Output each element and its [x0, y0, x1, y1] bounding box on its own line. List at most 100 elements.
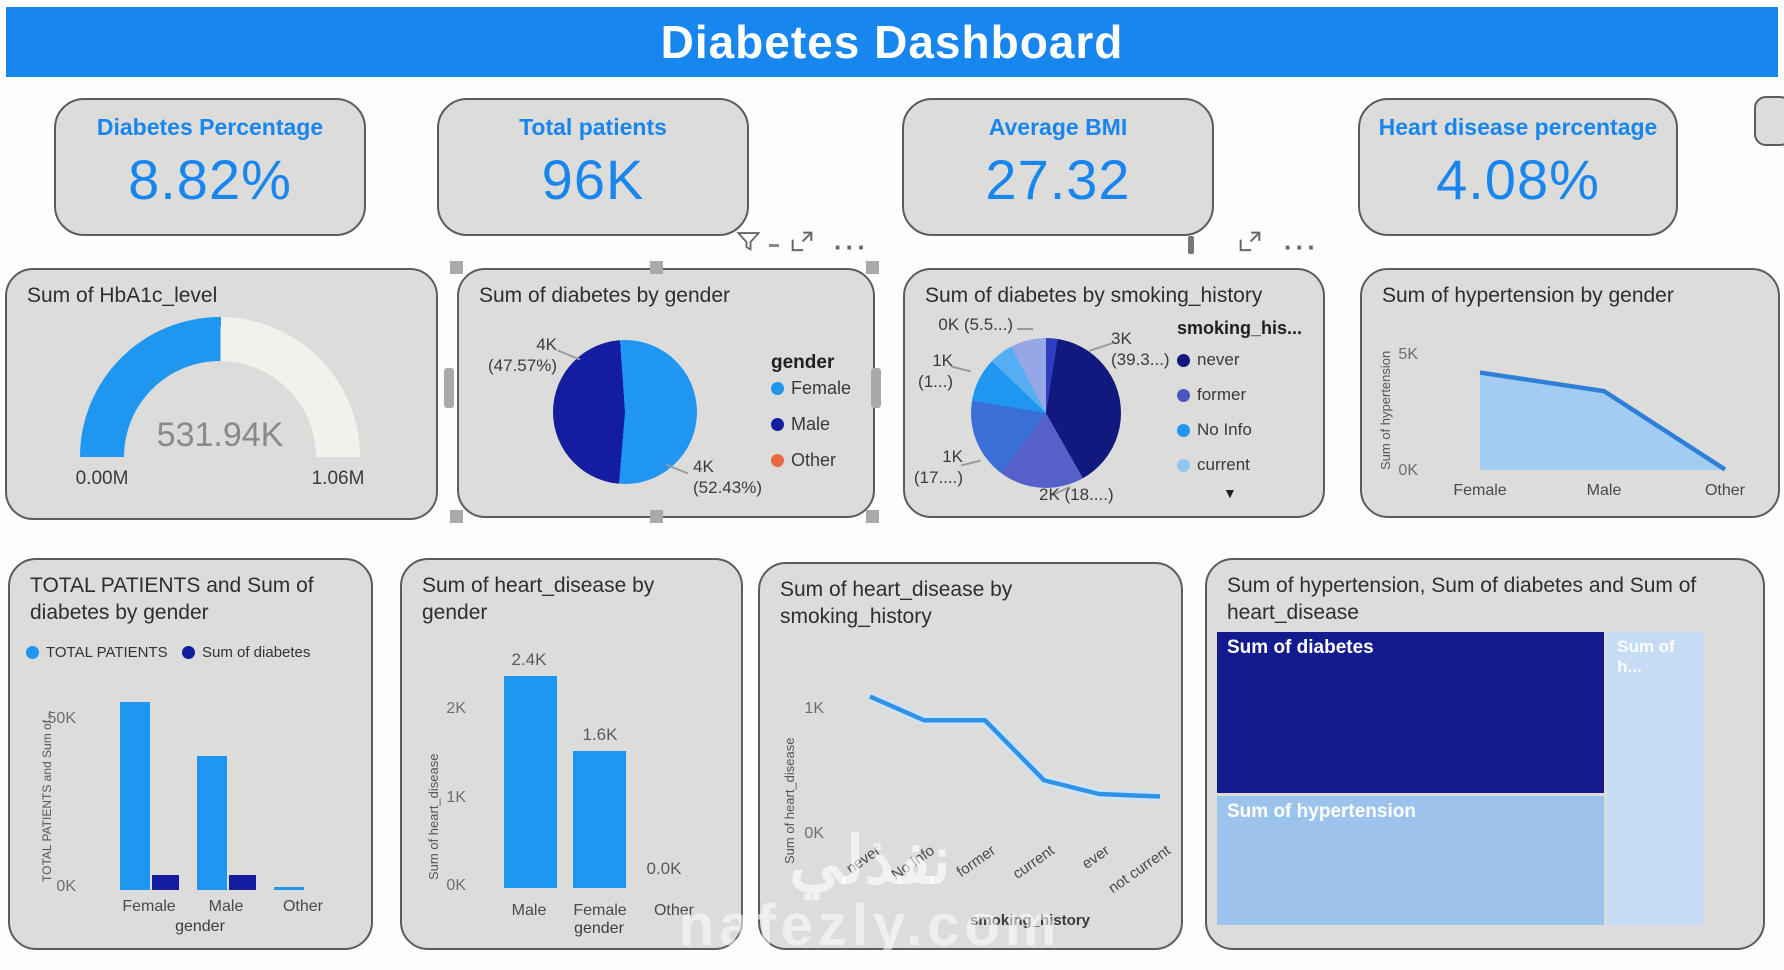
legend-dot: [771, 454, 784, 467]
focus-mode-icon[interactable]: [788, 228, 816, 261]
treemap-plot[interactable]: Sum of diabetes Sum of hypertension Sum of…: [1217, 632, 1704, 925]
more-options-icon[interactable]: ···: [834, 232, 869, 262]
kpi-card-diabetes-percentage[interactable]: Diabetes Percentage 8.82%: [54, 98, 366, 236]
legend-item-never[interactable]: never: [1177, 350, 1240, 370]
callout-line: 1K: [932, 351, 953, 370]
callout-connector: [961, 459, 981, 467]
bar-Other-total[interactable]: [274, 887, 304, 890]
more-options-icon[interactable]: ···: [1284, 232, 1319, 262]
treemap-block-Sum of hypertension[interactable]: Sum of hypertension: [1217, 796, 1605, 925]
y-tick-label: 0K: [446, 877, 466, 894]
legend-label: current: [1197, 455, 1250, 474]
visual-bar-total-diabetes-gender[interactable]: TOTAL PATIENTS and Sum of diabetes by ge…: [8, 558, 373, 950]
visual-bar-heart-gender[interactable]: Sum of heart_disease by gender Sum of he…: [400, 558, 743, 950]
legend-item-TOTAL PATIENTS[interactable]: TOTAL PATIENTS: [26, 644, 168, 661]
visual-pie-diabetes-gender[interactable]: Sum of diabetes by gender 4K (47.57%) 4K (5…: [457, 268, 875, 518]
x-axis-title: smoking_history: [969, 912, 1091, 929]
legend-item-former[interactable]: former: [1177, 385, 1246, 405]
legend-item-Sum of diabetes[interactable]: Sum of diabetes: [182, 644, 310, 661]
legend-dot: [771, 418, 784, 431]
visual-title: Sum of hypertension, Sum of diabetes and…: [1227, 574, 1697, 625]
bar-Female-diabetes[interactable]: [152, 874, 179, 890]
y-tick-label: 0K: [804, 825, 824, 842]
legend-dot: [182, 646, 195, 659]
treemap-column: Sum of diabetes Sum of hypertension: [1217, 632, 1605, 925]
filter-icon[interactable]: [735, 228, 762, 260]
selection-handle[interactable]: [871, 368, 881, 408]
visual-title: Sum of HbA1c_level: [27, 284, 218, 307]
callout-line: 3K: [1111, 329, 1132, 348]
x-category-label: Male: [208, 898, 244, 915]
pie-diabetes-smoking[interactable]: [971, 338, 1121, 488]
kpi-label: Total patients: [519, 114, 667, 140]
callout-line: (39.3...): [1111, 350, 1170, 370]
treemap-block-Sum of h...[interactable]: Sum of h...: [1607, 632, 1704, 925]
legend-item-Male[interactable]: Male: [771, 414, 830, 435]
y-tick-label: 1K: [804, 700, 824, 717]
selection-handle[interactable]: [650, 261, 663, 274]
visual-title: TOTAL PATIENTS and Sum of diabetes by ge…: [30, 574, 314, 625]
visual-treemap-summary[interactable]: Sum of hypertension, Sum of diabetes and…: [1205, 558, 1765, 950]
kpi-label: Heart disease percentage: [1378, 114, 1658, 140]
bar-Female-total[interactable]: [120, 701, 150, 890]
kpi-value: 8.82%: [128, 148, 292, 211]
legend-dot: [1177, 423, 1190, 437]
visual-title: Sum of heart_disease by gender: [422, 574, 655, 625]
visual-title: Sum of diabetes by smoking_history: [925, 284, 1263, 307]
pie-callout: 4K (52.43%): [693, 456, 793, 499]
pin-icon[interactable]: [1188, 236, 1194, 254]
x-category-label: Female: [1453, 482, 1507, 499]
visual-pie-diabetes-smoking[interactable]: Sum of diabetes by smoking_history 0K (5…: [903, 268, 1325, 518]
visual-line-heart-smoking[interactable]: Sum of heart_disease by smoking_history …: [758, 562, 1183, 950]
visual-gauge-hba1c[interactable]: Sum of HbA1c_level 531.94K 0.00M 1.06M: [5, 268, 438, 520]
bar-Female[interactable]: [573, 750, 626, 888]
visual-area-hypertension-gender[interactable]: Sum of hypertension by gender Sum of hyp…: [1360, 268, 1780, 518]
selection-handle[interactable]: [450, 261, 463, 274]
bar-data-label: 0.0K: [646, 859, 682, 878]
x-category-label: Other: [282, 898, 323, 915]
selection-handle[interactable]: [866, 261, 879, 274]
kpi-card-total-patients[interactable]: Total patients 96K: [437, 98, 749, 236]
kpi-value: 96K: [541, 148, 645, 211]
pie-callout: 1K (17....): [911, 446, 963, 489]
x-category-label: Male: [1586, 482, 1622, 499]
dashboard-title: Diabetes Dashboard: [660, 16, 1124, 68]
legend-dot: [771, 382, 784, 395]
legend-item-Female[interactable]: Female: [771, 378, 851, 399]
callout-line: (1...): [918, 372, 953, 392]
legend-item-Other[interactable]: Other: [771, 450, 836, 471]
pie-callout: 4K (47.57%): [465, 334, 557, 377]
visual-title: Sum of diabetes by gender: [479, 284, 730, 307]
y-tick-label: 0K: [56, 878, 76, 895]
y-axis-title: Sum of heart_disease: [426, 753, 441, 880]
kpi-card-heart-disease-percentage[interactable]: Heart disease percentage 4.08%: [1358, 98, 1678, 236]
bar-Male-diabetes[interactable]: [229, 874, 256, 890]
x-category-label: Male: [511, 902, 547, 919]
legend-label: TOTAL PATIENTS: [46, 644, 168, 661]
legend-label: former: [1197, 385, 1247, 404]
y-axis-title: TOTAL PATIENTS and Sum of...: [40, 709, 54, 882]
legend-more-chevron[interactable]: ▼: [1223, 485, 1237, 501]
legend-item-No Info[interactable]: No Info: [1177, 420, 1252, 440]
x-axis-title: gender: [175, 918, 225, 935]
legend-item-current[interactable]: current: [1177, 455, 1250, 475]
treemap-block-Sum of diabetes[interactable]: Sum of diabetes: [1217, 632, 1605, 794]
legend-title: smoking_his...: [1177, 318, 1303, 338]
selection-handle[interactable]: [450, 510, 463, 523]
area-plot[interactable]: [1422, 340, 1752, 480]
focus-mode-icon[interactable]: [1236, 228, 1264, 261]
visual-title: Sum of hypertension by gender: [1382, 284, 1674, 307]
callout-line: 4K: [693, 457, 714, 476]
selection-handle[interactable]: [444, 368, 454, 408]
kpi-card-average-bmi[interactable]: Average BMI 27.32: [902, 98, 1214, 236]
y-axis-title: Sum of heart_disease: [782, 737, 797, 864]
y-tick-label: 0K: [1398, 462, 1418, 479]
bar-Male[interactable]: [504, 675, 557, 888]
bar-Male-total[interactable]: [197, 755, 227, 890]
selection-handle[interactable]: [866, 510, 879, 523]
callout-line: (47.57%): [488, 356, 557, 376]
line-plot[interactable]: [840, 674, 1185, 854]
selection-handle[interactable]: [650, 510, 663, 523]
pie-diabetes-gender[interactable]: [553, 340, 697, 484]
callout-line: 4K: [536, 335, 557, 354]
